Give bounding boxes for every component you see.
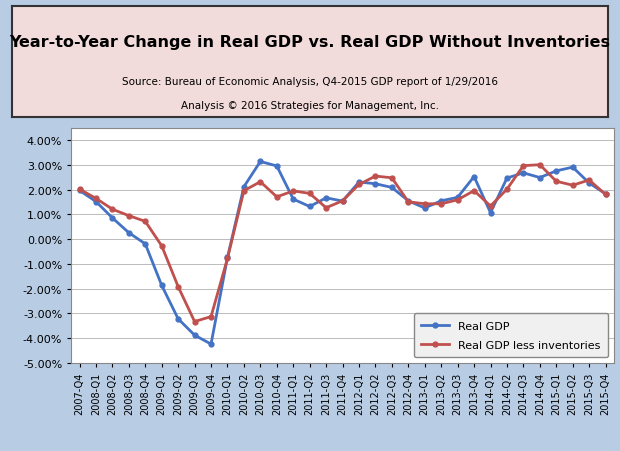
Real GDP less inventories — [421, 202, 428, 207]
Real GDP — [240, 184, 247, 190]
Real GDP less inventories — [125, 213, 133, 219]
Real GDP less inventories — [224, 256, 231, 262]
Text: Source: Bureau of Economic Analysis, Q4-2015 GDP report of 1/29/2016: Source: Bureau of Economic Analysis, Q4-… — [122, 77, 498, 87]
Real GDP less inventories — [306, 191, 313, 197]
Real GDP — [158, 283, 166, 289]
Real GDP — [306, 204, 313, 210]
Real GDP — [552, 169, 560, 174]
Real GDP less inventories — [602, 192, 609, 198]
Real GDP — [290, 197, 297, 202]
Text: Analysis © 2016 Strategies for Management, Inc.: Analysis © 2016 Strategies for Managemen… — [181, 101, 439, 111]
Real GDP — [322, 196, 330, 201]
Real GDP less inventories — [273, 195, 280, 200]
Real GDP less inventories — [585, 178, 593, 183]
Real GDP less inventories — [322, 206, 330, 211]
Real GDP less inventories — [108, 207, 116, 212]
Real GDP — [602, 192, 609, 197]
Real GDP — [174, 317, 182, 322]
Real GDP less inventories — [158, 244, 166, 249]
Real GDP — [520, 171, 527, 176]
Real GDP — [355, 180, 363, 185]
Real GDP less inventories — [503, 187, 511, 193]
Real GDP less inventories — [388, 176, 396, 181]
Real GDP — [92, 199, 100, 205]
Real GDP less inventories — [552, 179, 560, 184]
Real GDP less inventories — [355, 182, 363, 188]
Real GDP — [503, 176, 511, 181]
Real GDP less inventories — [520, 164, 527, 169]
Real GDP — [405, 198, 412, 204]
Real GDP — [207, 341, 215, 347]
Real GDP — [224, 255, 231, 261]
Real GDP — [141, 242, 149, 247]
Real GDP less inventories — [372, 174, 379, 179]
Real GDP — [487, 211, 494, 216]
Real GDP less inventories — [339, 198, 346, 204]
Real GDP — [191, 333, 198, 338]
Real GDP — [536, 175, 544, 181]
Real GDP less inventories — [141, 219, 149, 225]
Real GDP — [388, 185, 396, 191]
Real GDP less inventories — [536, 163, 544, 168]
Real GDP less inventories — [438, 202, 445, 207]
Real GDP — [471, 175, 478, 180]
Real GDP less inventories — [290, 189, 297, 194]
Real GDP less inventories — [76, 187, 83, 193]
Real GDP less inventories — [471, 189, 478, 194]
Real GDP less inventories — [191, 319, 198, 325]
Real GDP less inventories — [257, 179, 264, 185]
Real GDP — [569, 165, 577, 170]
Real GDP — [339, 199, 346, 204]
Real GDP less inventories — [207, 314, 215, 320]
Real GDP less inventories — [454, 198, 461, 203]
Real GDP — [108, 216, 116, 221]
Real GDP less inventories — [487, 204, 494, 209]
Real GDP — [421, 206, 428, 211]
Real GDP less inventories — [240, 189, 247, 194]
Real GDP — [125, 230, 133, 236]
Real GDP — [454, 195, 461, 201]
Real GDP less inventories — [92, 196, 100, 202]
Real GDP — [273, 164, 280, 169]
Real GDP — [76, 188, 83, 193]
Real GDP less inventories — [569, 183, 577, 189]
Line: Real GDP: Real GDP — [77, 160, 608, 347]
Real GDP less inventories — [174, 284, 182, 290]
Real GDP — [257, 159, 264, 165]
Legend: Real GDP, Real GDP less inventories: Real GDP, Real GDP less inventories — [414, 313, 608, 358]
Line: Real GDP less inventories: Real GDP less inventories — [77, 163, 608, 324]
Real GDP less inventories — [405, 200, 412, 205]
Real GDP — [585, 181, 593, 186]
Text: Year-to-Year Change in Real GDP vs. Real GDP Without Inventories: Year-to-Year Change in Real GDP vs. Real… — [9, 35, 611, 50]
Real GDP — [372, 182, 379, 187]
Real GDP — [438, 198, 445, 204]
